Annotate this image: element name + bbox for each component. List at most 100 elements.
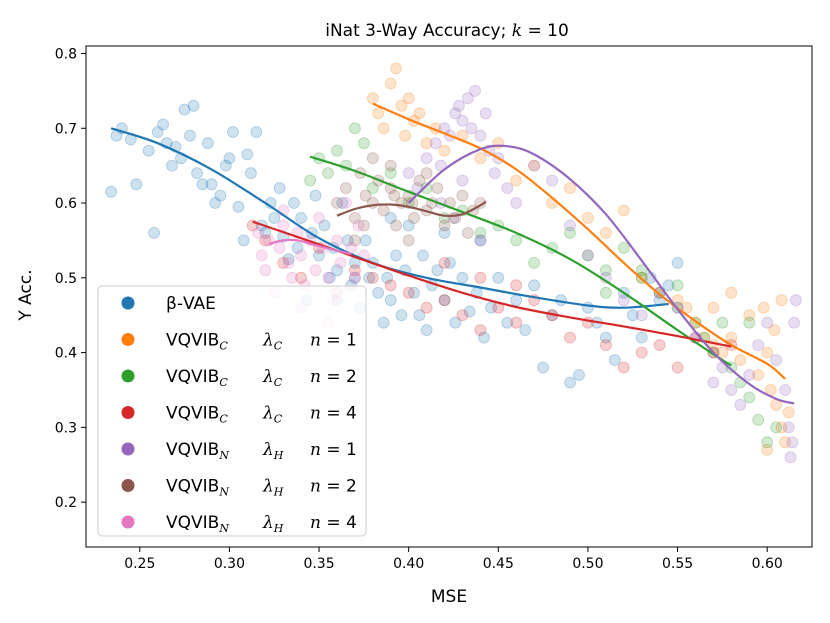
vqvib-n-1-point: [734, 398, 747, 411]
vqvib-n-1-point: [582, 249, 594, 262]
beta-vae-point: [395, 309, 408, 322]
beta-vae-point: [582, 301, 594, 314]
vqvib-n-1-point: [546, 174, 558, 187]
vqvib-c-1-point: [384, 77, 397, 90]
vqvib-c-2-point: [304, 174, 317, 187]
vqvib-c-2-point: [582, 249, 594, 262]
beta-vae-point: [318, 219, 331, 232]
vqvib-c-1-point: [757, 301, 770, 314]
vqvib-n-4-point: [348, 271, 361, 284]
vqvib-n-2-point: [357, 219, 370, 232]
beta-vae-point: [478, 331, 490, 344]
beta-vae-point: [295, 212, 308, 224]
vqvib-c-1-point: [775, 421, 788, 434]
vqvib-c-1-point: [399, 129, 412, 142]
vqvib-c-1-point: [617, 204, 630, 217]
vqvib-c-1-point: [420, 137, 433, 150]
legend-item-vqvib-c-1: VQVIBC λC n = 1: [121, 331, 357, 353]
beta-vae-point: [573, 369, 585, 381]
vqvib-c-1-point: [366, 92, 379, 105]
beta-vae-point: [178, 103, 191, 116]
vqvib-n-4-point: [334, 256, 347, 269]
vqvib-c-2-point: [528, 256, 540, 269]
vqvib-n-1-point: [528, 159, 540, 172]
vqvib-c-4-point: [635, 346, 648, 359]
y-axis-ticks: 0.2 0.3 0.4 0.5 0.6 0.7 0.8: [55, 46, 86, 511]
vqvib-n-1-point: [474, 129, 487, 142]
vqvib-n-1-point: [784, 451, 797, 464]
vqvib-c-4-point: [438, 256, 451, 269]
beta-vae-point: [268, 212, 281, 224]
vqvib-n-1-point: [465, 122, 478, 135]
beta-vae-point: [282, 253, 295, 266]
beta-vae-point: [408, 286, 420, 299]
beta-vae-point: [384, 212, 397, 224]
legend-item-vqvib-n-4: VQVIBN λH n = 4: [121, 513, 357, 535]
vqvib-c-2-point: [420, 182, 433, 195]
beta-vae-point: [501, 316, 514, 329]
beta-vae-point: [456, 271, 469, 284]
beta-vae-point: [359, 234, 372, 247]
legend-item-vqvib-n-2: VQVIBN λH n = 2: [121, 477, 357, 499]
beta-vae-point: [626, 309, 639, 322]
plot-frame: [85, 45, 813, 548]
legend-marker: [121, 369, 135, 383]
vqvib-c-2-point: [384, 167, 397, 180]
vqvib-c-1-point: [402, 92, 415, 105]
vqvib-c-4-point: [348, 264, 361, 277]
vqvib-c-1-point: [782, 406, 795, 419]
beta-vae-point: [273, 182, 286, 195]
vqvib-c-2-point: [734, 376, 747, 389]
vqvib-n-1-point: [488, 167, 501, 180]
vqvib-n-1-point: [474, 234, 487, 247]
vqvib-n-2-point: [420, 167, 433, 180]
vqvib-n-1-point: [707, 376, 720, 389]
beta-vae-point: [166, 159, 178, 172]
beta-vae-point: [564, 376, 576, 389]
vqvib-n-4-point: [259, 264, 272, 277]
vqvib-c-2-point: [474, 226, 487, 239]
vqvib-n-1-point: [725, 384, 738, 396]
vqvib-c-2-point: [357, 137, 370, 150]
vqvib-c-4-point: [384, 279, 397, 292]
y-tick-label: 0.7: [55, 121, 77, 137]
beta-vae-point: [537, 361, 549, 374]
vqvib-c-2-point: [564, 226, 576, 239]
vqvib-c-2-point: [635, 264, 648, 277]
vqvib-c-1-point: [768, 324, 781, 337]
beta-vae-point: [443, 256, 456, 269]
y-tick-label: 0.6: [55, 196, 77, 212]
legend-marker: [121, 515, 135, 529]
vqvib-n-1-point: [402, 167, 415, 180]
vqvib-n-1-point: [456, 174, 469, 187]
vqvib-c-2-point: [617, 241, 630, 254]
beta-vae-point: [313, 249, 325, 262]
x-tick-label: 0.35: [303, 556, 334, 572]
beta-vae-point: [438, 294, 451, 307]
vqvib-c-2-point: [600, 264, 612, 277]
beta-vae-point: [431, 264, 444, 277]
beta-vae-point: [259, 226, 272, 239]
vqvib-n-2-point: [348, 234, 361, 247]
vqvib-n-1-point: [429, 137, 442, 150]
vqvib-n-4-point: [282, 256, 295, 269]
x-tick-label: 0.55: [662, 556, 693, 572]
vqvib-n-2-point: [408, 212, 420, 224]
beta-vae-point: [671, 256, 684, 269]
vqvib-c-1-point: [725, 286, 738, 299]
vqvib-c-4-point: [671, 361, 684, 374]
legend-marker: [121, 479, 135, 492]
beta-vae-point: [209, 197, 222, 209]
vqvib-n-4-point: [255, 249, 268, 262]
vqvib-c-2-point: [752, 413, 765, 426]
beta-vae-point: [635, 331, 648, 344]
vqvib-n-1-point: [752, 339, 765, 352]
vqvib-c-2-point: [322, 167, 334, 180]
vqvib-n-2-point: [359, 189, 372, 202]
vqvib-c-1-point: [761, 346, 774, 359]
vqvib-n-1-point: [456, 114, 469, 127]
x-tick-label: 0.25: [124, 556, 155, 572]
vqvib-n-2-point: [366, 152, 379, 165]
vqvib-c-4-point: [617, 361, 630, 374]
vqvib-c-1-point: [564, 182, 576, 195]
